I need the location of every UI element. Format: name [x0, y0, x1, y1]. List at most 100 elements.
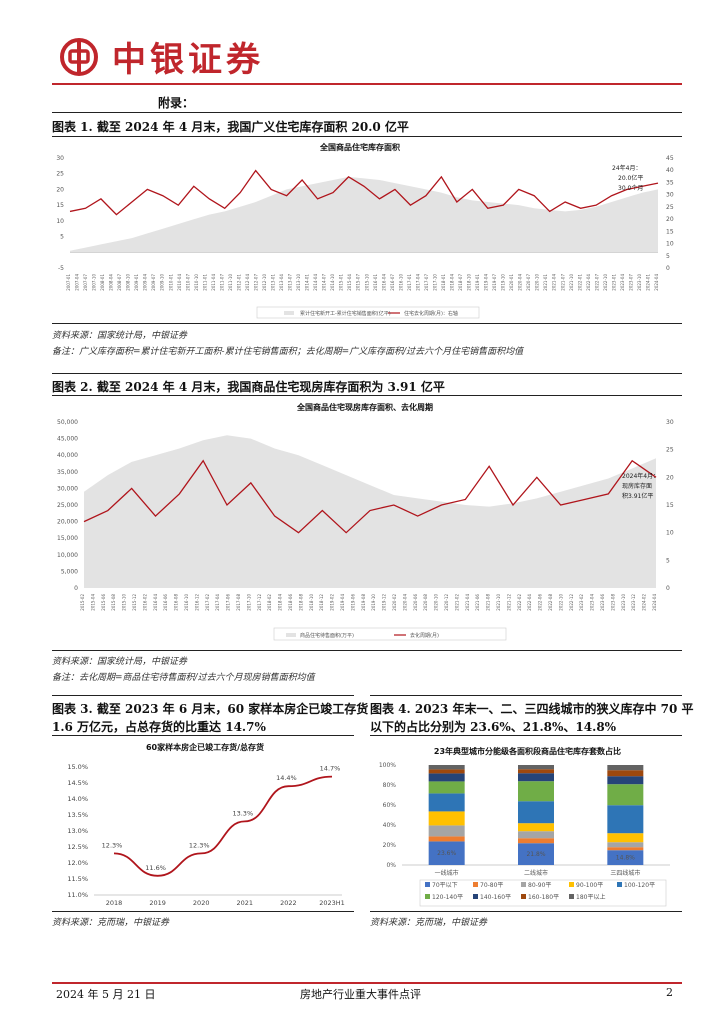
fig4-bar-segment [428, 769, 465, 774]
fig1-area-series [70, 176, 658, 253]
company-name: 中银证券 [112, 40, 264, 80]
fig4-bar-segment [428, 836, 465, 842]
bank-of-china-logo-icon [60, 38, 98, 76]
fig1-x-tick: 2014-04 [313, 274, 318, 291]
fig2-x-tick: 2017-10 [246, 594, 251, 611]
fig2-left-tick: 45,000 [57, 436, 78, 443]
fig1-x-tick: 2007-04 [75, 274, 80, 291]
fig2-x-tick: 2023-12 [631, 594, 636, 611]
fig3-data-label: 14.7% [320, 765, 341, 773]
fig1-x-tick: 2013-04 [279, 274, 284, 291]
fig1-right-tick: 0 [666, 265, 670, 272]
fig4-title-line1: 图表 4. 2023 年末一、二、三四线城市的狭义库存中 70 平 [370, 702, 694, 716]
fig4-legend-swatch [473, 894, 478, 899]
fig2-x-tick: 2019-08 [361, 594, 366, 611]
fig4-legend-swatch [521, 894, 526, 899]
fig4-bar-segment [428, 811, 465, 826]
fig4-source: 资料来源：克而瑞，中银证券 [370, 918, 488, 928]
fig1-left-tick: 10 [56, 218, 64, 225]
fig3-y-tick: 14.5% [67, 779, 88, 787]
fig2-x-tick: 2023-08 [610, 594, 615, 611]
fig1-x-tick: 2016-10 [398, 274, 403, 291]
fig1-x-tick: 2016-07 [390, 274, 395, 291]
fig2-legend-box [273, 627, 507, 641]
fig1-x-tick: 2013-01 [271, 274, 276, 291]
fig3-line-series [113, 775, 333, 877]
fig2-left-tick: 50,000 [57, 419, 78, 426]
fig2-x-tick: 2022-06 [538, 594, 543, 611]
fig4-bar-segment [607, 850, 644, 865]
fig1-x-tick: 2011-10 [228, 274, 233, 291]
fig4-chart-title: 23年典型城市分能级各面积段商品住宅库存套数占比 [433, 747, 622, 756]
fig3-y-tick: 12.5% [67, 843, 88, 851]
fig2-left-tick: 10,000 [57, 552, 78, 559]
fig3-y-tick: 13.5% [67, 811, 88, 819]
fig4-bar-segment [607, 770, 644, 777]
fig3-y-tick: 14.0% [67, 795, 88, 803]
fig2-x-tick: 2021-04 [465, 594, 470, 611]
fig4-bar-segment [607, 833, 644, 843]
fig4-bar-segment [428, 765, 465, 770]
fig4-legend-swatch [617, 882, 622, 887]
fig1-annotation: 30.0个月 [618, 185, 643, 192]
fig3-x-tick: 2018 [106, 899, 123, 907]
fig4-bar-segment [428, 841, 465, 865]
fig1-x-tick: 2013-10 [296, 274, 301, 291]
fig4-legend-swatch [569, 882, 574, 887]
fig1-x-tick: 2023-04 [620, 274, 625, 291]
fig3-x-tick: 2021 [237, 899, 254, 907]
fig1-right-tick: 20 [666, 216, 674, 223]
fig2-x-tick: 2019-12 [382, 594, 387, 611]
fig1-right-tick: 5 [666, 253, 670, 260]
fig4-bar-segment [607, 765, 644, 771]
fig4-bar-segment [428, 825, 465, 837]
fig4-bar-segment [518, 773, 554, 782]
fig2-x-tick: 2020-10 [434, 594, 439, 611]
fig1-x-tick: 2023-07 [628, 274, 633, 291]
fig2-legend-line: 去化周期(月) [410, 633, 439, 639]
fig2-x-tick: 2021-10 [496, 594, 501, 611]
fig4-y-tick: 0% [386, 862, 396, 869]
fig1-legend-area-swatch [284, 311, 294, 315]
fig2-x-tick: 2015-08 [111, 594, 116, 611]
fig2-x-tick: 2023-04 [590, 594, 595, 611]
fig1-x-tick: 2017-07 [424, 274, 429, 291]
fig2-area-series [84, 435, 656, 588]
fig4-legend-swatch [569, 894, 574, 899]
fig1-left-tick: 20 [56, 186, 64, 193]
fig3-x-tick: 2022 [280, 899, 297, 907]
fig1-x-tick: 2015-10 [364, 274, 369, 291]
fig2-x-tick: 2021-06 [475, 594, 480, 611]
fig2-left-tick: 25,000 [57, 502, 78, 509]
fig1-legend-line: 住宅去化周期(月)：右轴 [404, 311, 458, 317]
fig2-note: 备注：去化周期=商品住宅待售面积/过去六个月现房销售面积均值 [52, 673, 315, 683]
fig1-legend-box [256, 306, 480, 319]
fig1-left-tick: 30 [56, 155, 64, 162]
fig2-x-tick: 2018-10 [309, 594, 314, 611]
fig2-x-tick: 2022-08 [548, 594, 553, 611]
fig1-x-tick: 2022-01 [577, 274, 582, 291]
fig1-x-tick: 2011-01 [202, 274, 207, 291]
fig4-value-label: 23.6% [437, 850, 456, 857]
fig1-x-tick: 2012-04 [245, 274, 250, 291]
page-number: 2 [666, 986, 673, 999]
fig1-right-tick: 45 [666, 155, 674, 162]
fig2-x-tick: 2021-08 [486, 594, 491, 611]
fig1-x-tick: 2016-01 [373, 274, 378, 291]
fig3-source: 资料来源：克而瑞，中银证券 [52, 918, 170, 928]
fig2-legend-area-swatch [286, 633, 296, 637]
fig1-x-tick: 2018-07 [458, 274, 463, 291]
fig4-x-tick: 三四线城市 [610, 869, 640, 877]
fig1-x-tick: 2010-10 [194, 274, 199, 291]
fig1-x-tick: 2008-01 [100, 274, 105, 291]
fig4-legend-label: 70平以下 [432, 882, 458, 889]
fig1-x-tick: 2011-04 [211, 274, 216, 291]
fig3-data-label: 14.4% [276, 774, 297, 782]
fig4-bar-segment [607, 847, 644, 851]
fig2-left-tick: 40,000 [57, 452, 78, 459]
fig1-title: 图表 1. 截至 2024 年 4 月末，我国广义住宅库存面积 20.0 亿平 [52, 120, 409, 134]
fig2-right-tick: 30 [666, 419, 674, 426]
fig1-x-tick: 2021-01 [543, 274, 548, 291]
fig1-x-tick: 2021-07 [560, 274, 565, 291]
fig3-title-line1: 图表 3. 截至 2023 年 6 月末，60 家样本房企已竣工存货 [52, 702, 369, 716]
